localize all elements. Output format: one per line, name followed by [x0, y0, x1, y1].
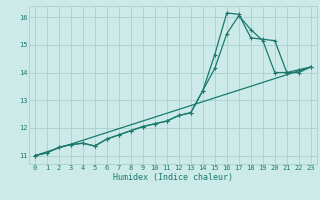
X-axis label: Humidex (Indice chaleur): Humidex (Indice chaleur) — [113, 173, 233, 182]
